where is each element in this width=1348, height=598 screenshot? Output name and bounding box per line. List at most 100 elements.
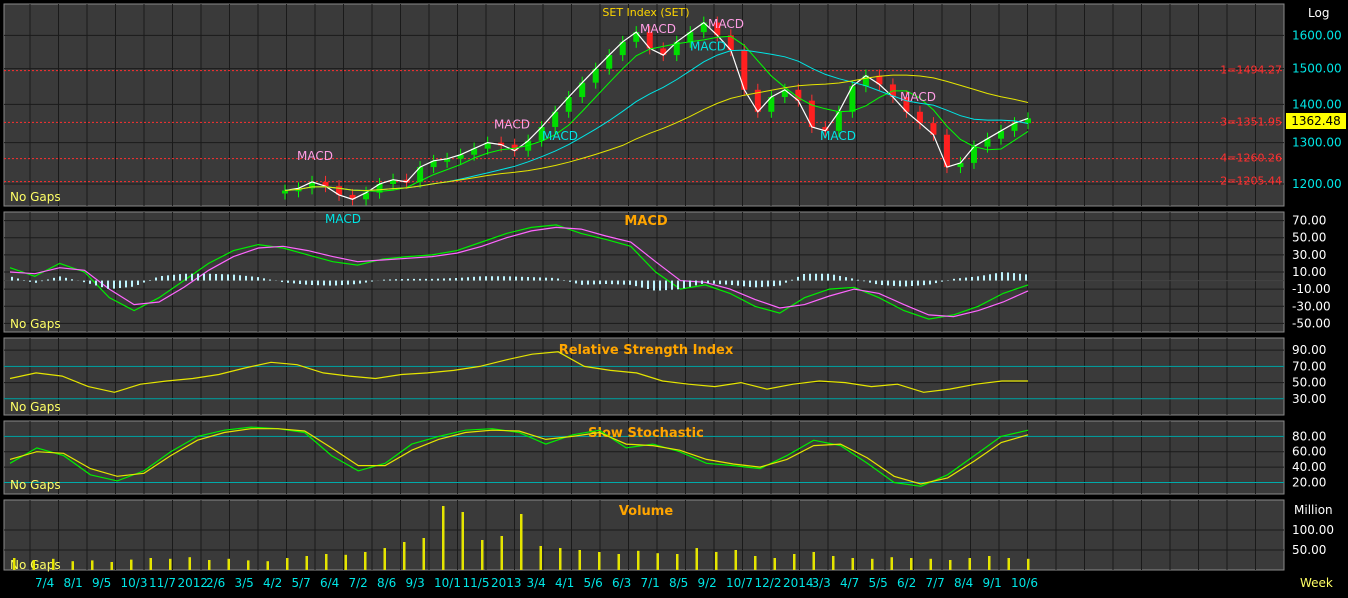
indicator-y-tick-label: 30.00 bbox=[1292, 392, 1326, 406]
x-tick-label: 8/5 bbox=[669, 576, 688, 590]
indicator-y-tick-label: 70.00 bbox=[1292, 359, 1326, 373]
price-chart-title: SET Index (SET) bbox=[602, 6, 689, 19]
volume-bar bbox=[188, 557, 191, 570]
rsi-panel[interactable] bbox=[3, 337, 1285, 416]
price-candle bbox=[754, 89, 761, 112]
x-tick-label: 9/3 bbox=[406, 576, 425, 590]
price-moving-average-line bbox=[284, 74, 1029, 192]
volume-bar bbox=[559, 548, 562, 570]
x-tick-label: 10/6 bbox=[1011, 576, 1038, 590]
x-tick-label: 4/7 bbox=[840, 576, 859, 590]
indicator-y-tick-label: 30.00 bbox=[1292, 248, 1326, 262]
x-tick-label: 7/7 bbox=[926, 576, 945, 590]
volume-bar bbox=[1027, 558, 1030, 570]
volume-bar bbox=[481, 540, 484, 570]
x-tick-label: 5/7 bbox=[292, 576, 311, 590]
volume-panel-title: Volume bbox=[619, 504, 674, 519]
volume-y-tick-label: 100.00 bbox=[1292, 523, 1334, 537]
x-tick-label: 3/3 bbox=[812, 576, 831, 590]
volume-bar bbox=[52, 558, 55, 570]
price-candle bbox=[943, 134, 950, 168]
volume-bar bbox=[71, 561, 74, 570]
volume-bar bbox=[208, 560, 211, 570]
no-gaps-label-stochastic: No Gaps bbox=[10, 478, 61, 492]
stochastic-panel-title: Slow Stochastic bbox=[588, 426, 704, 441]
price-candle bbox=[565, 97, 572, 112]
price-candle bbox=[930, 123, 937, 135]
volume-bar bbox=[403, 542, 406, 570]
macd-panel-title: MACD bbox=[624, 214, 668, 229]
price-candle bbox=[1011, 123, 1018, 131]
price-candle bbox=[282, 190, 288, 194]
price-y-tick-label: 1400.00 bbox=[1292, 97, 1342, 111]
price-candle bbox=[457, 154, 464, 159]
price-candle bbox=[808, 100, 815, 127]
volume-bar bbox=[520, 514, 523, 570]
macd-signal-annotation: MACD bbox=[690, 40, 726, 54]
price-candle bbox=[903, 97, 910, 112]
price-candle bbox=[970, 146, 977, 163]
price-level-label: 1=1494.27 bbox=[1220, 64, 1282, 77]
macd-signal-annotation: MACD bbox=[297, 149, 333, 163]
x-tick-label: 4/2 bbox=[263, 576, 282, 590]
last-price-badge bbox=[1286, 113, 1346, 129]
x-tick-label: 11/7 bbox=[149, 576, 176, 590]
x-tick-label: 2012 bbox=[178, 576, 209, 590]
volume-bar bbox=[13, 558, 16, 570]
price-panel[interactable] bbox=[3, 3, 1285, 207]
x-tick-label: 2013 bbox=[491, 576, 522, 590]
price-candle bbox=[322, 181, 329, 187]
volume-bar bbox=[949, 560, 952, 570]
volume-bar bbox=[383, 548, 386, 570]
x-tick-label: 7/1 bbox=[641, 576, 660, 590]
x-tick-label: 9/5 bbox=[92, 576, 111, 590]
volume-bar bbox=[832, 556, 835, 570]
indicator-y-tick-label: 90.00 bbox=[1292, 343, 1326, 357]
no-gaps-label-rsi: No Gaps bbox=[10, 400, 61, 414]
volume-bar bbox=[247, 560, 250, 570]
volume-unit-label: Million bbox=[1294, 503, 1333, 517]
volume-bar bbox=[676, 554, 679, 570]
volume-bar bbox=[988, 556, 991, 570]
no-gaps-label-price: No Gaps bbox=[10, 190, 61, 204]
indicator-y-tick-label: 70.00 bbox=[1292, 214, 1326, 228]
volume-bar bbox=[344, 554, 347, 570]
price-candle bbox=[606, 55, 613, 69]
price-y-tick-label: 1500.00 bbox=[1292, 62, 1342, 76]
volume-bar bbox=[149, 558, 152, 570]
stochastic-panel[interactable] bbox=[3, 420, 1285, 495]
x-tick-label: 7/4 bbox=[35, 576, 54, 590]
volume-bar bbox=[715, 552, 718, 570]
x-tick-label: 5/6 bbox=[584, 576, 603, 590]
volume-bar bbox=[325, 554, 328, 570]
indicator-series-line bbox=[9, 428, 1029, 485]
scale-mode-label[interactable]: Log bbox=[1308, 6, 1329, 20]
price-candle bbox=[822, 126, 829, 131]
x-tick-label: 11/5 bbox=[463, 576, 490, 590]
volume-bar bbox=[929, 558, 932, 570]
price-level-label: 2=1205.44 bbox=[1220, 175, 1282, 188]
macd-signal-annotation: MACD bbox=[542, 129, 578, 143]
price-candle bbox=[741, 50, 748, 90]
price-candle bbox=[633, 32, 640, 42]
price-candle bbox=[336, 186, 343, 195]
volume-bar bbox=[656, 553, 659, 570]
volume-bar bbox=[539, 546, 542, 570]
volume-bar bbox=[32, 560, 35, 570]
price-y-tick-label: 1200.00 bbox=[1292, 177, 1342, 191]
volume-bar bbox=[286, 558, 289, 570]
price-level-label: 4=1260.26 bbox=[1220, 152, 1282, 165]
x-tick-label: 8/4 bbox=[954, 576, 973, 590]
indicator-y-tick-label: 40.00 bbox=[1292, 460, 1326, 474]
interval-label[interactable]: Week bbox=[1300, 576, 1333, 590]
volume-panel[interactable] bbox=[3, 499, 1285, 571]
macd-signal-annotation: MACD bbox=[900, 90, 936, 104]
volume-bar bbox=[500, 536, 503, 570]
volume-bar bbox=[364, 552, 367, 570]
x-tick-label: 6/2 bbox=[897, 576, 916, 590]
x-tick-label: 12/2 bbox=[755, 576, 782, 590]
indicator-series-line bbox=[9, 224, 1029, 320]
price-candle bbox=[673, 41, 680, 56]
macd-signal-annotation: MACD bbox=[494, 118, 530, 132]
volume-bar bbox=[793, 554, 796, 570]
